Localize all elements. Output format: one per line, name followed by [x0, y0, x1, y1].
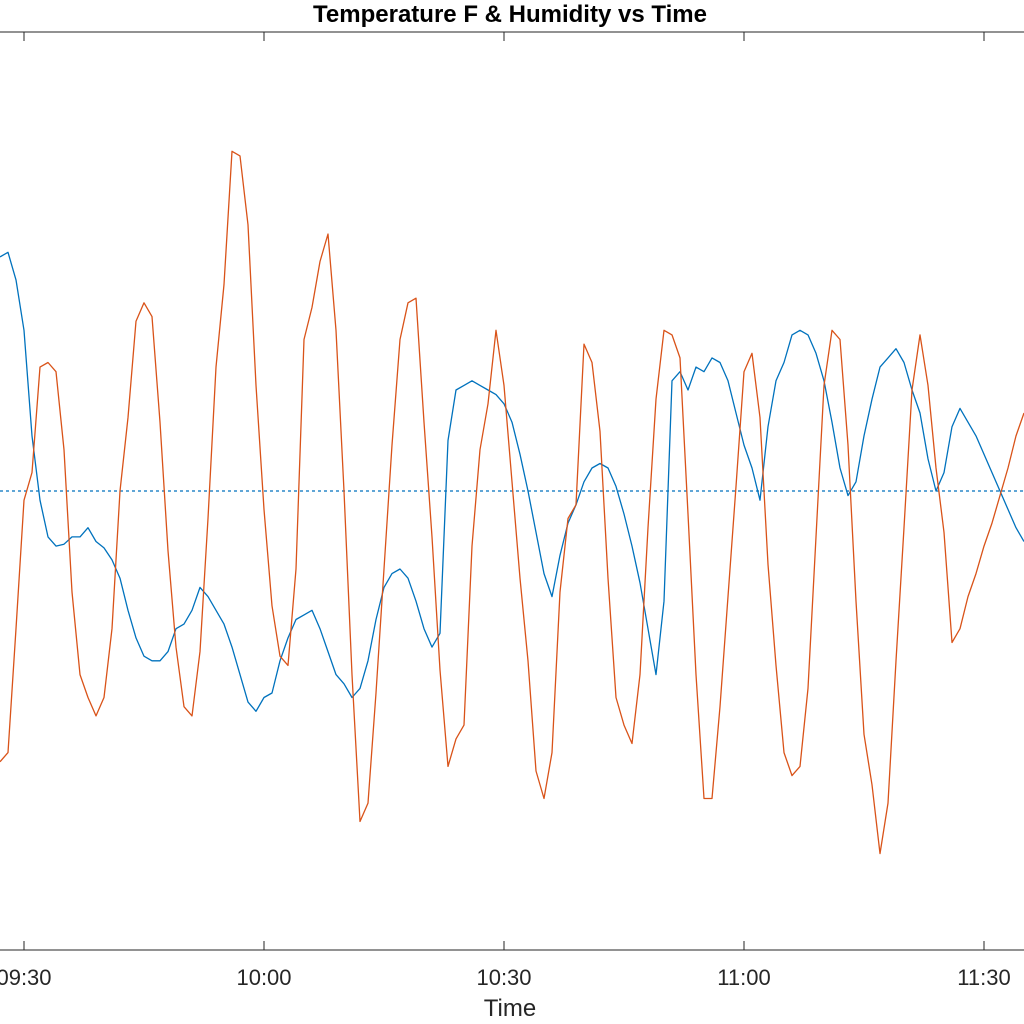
x-axis-label: Time	[484, 995, 536, 1022]
chart-title: Temperature F & Humidity vs Time	[313, 1, 707, 28]
plot-area	[0, 150, 1024, 855]
series-line-2	[0, 150, 1024, 855]
axes: 09:30 10:00 10:30 11:00 11:30	[0, 31, 1024, 990]
x-tick-label: 10:00	[236, 965, 291, 990]
series-line-1	[0, 251, 1024, 712]
x-tick-label: 09:30	[0, 965, 52, 990]
x-tick-label: 11:00	[717, 965, 770, 990]
x-tick-label: 11:30	[957, 965, 1010, 990]
x-tick-label: 10:30	[476, 965, 531, 990]
